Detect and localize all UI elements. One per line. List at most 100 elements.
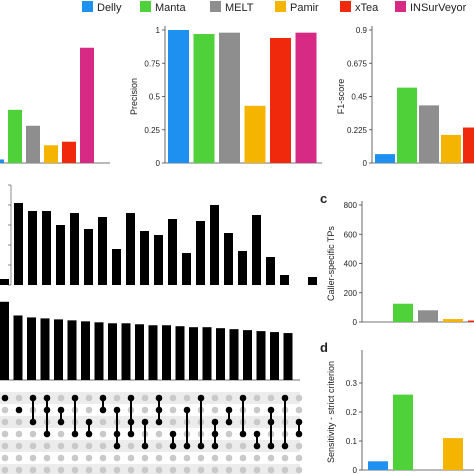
matrix-dot-inactive [99,430,107,438]
matrix-dot-inactive [99,454,107,462]
bar-pamir [441,134,461,163]
matrix-dot-inactive [197,454,205,462]
matrix-dot-inactive [239,454,247,462]
bar-xtea [468,320,474,323]
matrix-dot-inactive [155,466,163,474]
intersection-bar [210,205,219,285]
matrix-dot-inactive [15,430,23,438]
bar-delly [368,461,388,470]
matrix-dot-inactive [43,442,51,450]
bar-xtea [62,141,76,163]
y-tick-label: 0.75 [144,59,160,68]
matrix-dot-inactive [295,394,303,402]
y-axis-label: F1-score [336,79,346,115]
y-tick-label: 400 [344,260,358,269]
matrix-dot-inactive [211,406,219,414]
set-size-bar [0,301,9,380]
bar-manta [8,109,22,163]
matrix-dot-inactive [99,466,107,474]
matrix-dot-inactive [267,394,275,402]
matrix-dot-inactive [113,454,121,462]
set-size-bar [202,327,212,380]
matrix-dot-inactive [253,418,261,426]
y-tick-label: 0.2 [346,408,358,417]
y-tick-label: 0.25 [144,126,160,135]
set-size-bar [148,325,158,380]
y-tick-label: 1 [156,26,161,35]
chart-upset-set-sizes [0,301,300,381]
matrix-dot-inactive [113,394,121,402]
y-tick-label: 0 [353,318,358,327]
set-size-bar [270,332,279,380]
matrix-dot-inactive [155,430,163,438]
set-size-bar [81,321,90,380]
matrix-dot-inactive [15,442,23,450]
matrix-dot-inactive [85,454,93,462]
matrix-dot-inactive [211,454,219,462]
matrix-dot-inactive [183,466,191,474]
legend-label-pamir: Pamir [290,2,319,14]
y-tick-label: 800 [344,201,358,210]
matrix-dot-inactive [127,454,135,462]
matrix-dot-inactive [15,466,23,474]
set-size-bar [94,322,104,380]
matrix-dot-inactive [85,394,93,402]
legend-swatch-insurveyor [395,1,406,12]
bar-manta [193,33,215,163]
matrix-dot-inactive [253,454,261,462]
chart-precision: 0 0.25 0.5 0.75 1 Precision [129,26,322,168]
set-size-bar [135,324,144,380]
bar-delly [0,159,4,163]
matrix-dot-inactive [127,442,135,450]
intersection-bar [196,221,205,285]
matrix-dot-inactive [141,454,149,462]
matrix-dot-inactive [225,394,233,402]
intersection-bar [84,229,93,285]
chart-sensitivity-partial [0,47,110,164]
matrix-dot-inactive [1,406,9,414]
intersection-bar [238,251,247,285]
upset-dot-matrix [0,392,303,474]
matrix-dot-inactive [1,418,9,426]
matrix-dot-inactive [169,406,177,414]
bar-insurveyor [295,32,317,163]
bar-manta [393,303,413,322]
matrix-dot-inactive [71,466,79,474]
matrix-dot-inactive [57,394,65,402]
panel-letter-d: d [320,340,328,355]
matrix-dot-inactive [295,466,303,474]
y-axis-label: Caller-specific TPs [326,226,336,301]
set-size-bar [40,318,50,380]
matrix-dot-inactive [225,466,233,474]
set-size-bar [189,327,198,380]
legend-swatch-melt [210,1,221,12]
matrix-dot-inactive [281,454,289,462]
matrix-dot-inactive [155,454,163,462]
set-size-bar [108,323,117,380]
matrix-dot-inactive [85,442,93,450]
chart-c: 0 200 400 600 800 Caller-specific TPs c [320,191,474,327]
intersection-bar [28,211,37,285]
matrix-dot-inactive [43,466,51,474]
matrix-dot-inactive [141,466,149,474]
y-tick-label: 0.225 [347,126,368,135]
chart-panels: 0 0.25 0.5 0.75 1 Precision 0 0.225 0.45 0.675 0.9… [0,26,474,474]
intersection-bar [112,249,121,285]
y-tick-label: 0.5 [149,93,161,102]
legend: Delly Manta MELT Pamir xTea INSurVeyor [82,1,467,14]
y-tick-label: 0.45 [351,93,367,102]
matrix-dot-inactive [29,466,37,474]
y-tick-label: 0 [156,159,161,168]
matrix-dot-inactive [225,454,233,462]
matrix-dot-inactive [169,394,177,402]
matrix-dot-inactive [57,442,65,450]
matrix-row-band [0,464,300,474]
matrix-dot-inactive [99,418,107,426]
matrix-dot-inactive [183,394,191,402]
matrix-dot-inactive [281,466,289,474]
matrix-dot-inactive [295,406,303,414]
y-tick-label: 0.3 [346,379,358,388]
y-tick-label: 0.9 [356,26,368,35]
legend-label-melt: MELT [225,2,254,14]
matrix-dot-inactive [1,466,9,474]
